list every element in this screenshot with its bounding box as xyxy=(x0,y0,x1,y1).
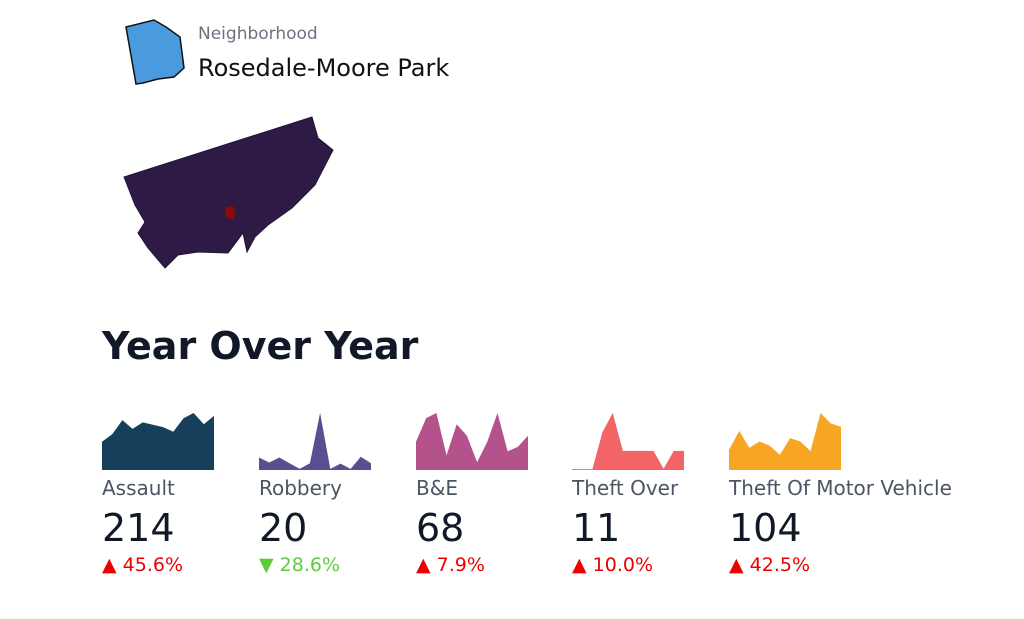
neighborhood-name: Rosedale-Moore Park xyxy=(198,54,450,82)
city-map[interactable] xyxy=(0,0,400,290)
triangle-up-icon: ▲ xyxy=(102,554,117,576)
selected-neighborhood xyxy=(225,206,236,219)
sparkline xyxy=(416,413,528,470)
sparkline-area xyxy=(416,413,528,470)
stat-change: 10.0% xyxy=(592,554,654,576)
stat-label: Assault xyxy=(102,476,175,500)
stat-card-theft-of-motor-vehicle: Theft Of Motor Vehicle 104 ▲ 42.5% xyxy=(729,410,979,576)
city-outline xyxy=(123,116,334,269)
neighborhood-shape-icon xyxy=(125,19,185,85)
sparkline xyxy=(572,413,684,470)
stat-value: 214 xyxy=(102,506,175,550)
stat-value: 20 xyxy=(259,506,308,550)
sparkline xyxy=(729,413,841,470)
sparkline xyxy=(259,413,371,470)
sparkline-area xyxy=(572,413,684,470)
stat-change: 45.6% xyxy=(122,554,184,576)
stat-card-assault: Assault 214 ▲ 45.6% xyxy=(102,410,352,576)
triangle-up-icon: ▲ xyxy=(572,554,587,576)
stat-value: 104 xyxy=(729,506,802,550)
stat-label: Robbery xyxy=(259,476,342,500)
stat-value: 68 xyxy=(416,506,465,550)
sparkline-area xyxy=(729,413,841,470)
stat-label: Theft Over xyxy=(572,476,679,500)
triangle-up-icon: ▲ xyxy=(729,554,744,576)
neighborhood-label: Neighborhood xyxy=(198,24,318,44)
stat-card-b-e: B&E 68 ▲ 7.9% xyxy=(416,410,666,576)
stat-label: Theft Of Motor Vehicle xyxy=(729,476,952,500)
triangle-down-icon: ▼ xyxy=(259,554,274,576)
section-title: Year Over Year xyxy=(102,324,419,368)
stat-change: 42.5% xyxy=(749,554,811,576)
sparkline-area xyxy=(259,413,371,470)
stat-card-robbery: Robbery 20 ▼ 28.6% xyxy=(259,410,509,576)
triangle-up-icon: ▲ xyxy=(416,554,431,576)
stat-label: B&E xyxy=(416,476,458,500)
stat-change: 28.6% xyxy=(279,554,341,576)
sparkline xyxy=(102,413,214,470)
sparkline-area xyxy=(102,413,214,470)
stat-card-theft-over: Theft Over 11 ▲ 10.0% xyxy=(572,410,822,576)
stat-value: 11 xyxy=(572,506,621,550)
stat-change: 7.9% xyxy=(436,554,485,576)
